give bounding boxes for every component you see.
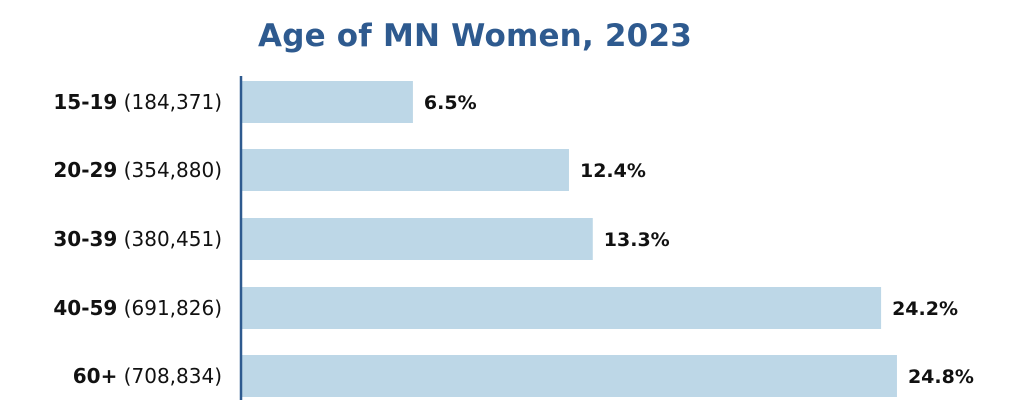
category-label: 30-39 (380,451) bbox=[53, 227, 222, 251]
category-label: 60+ (708,834) bbox=[73, 364, 222, 388]
value-label: 12.4% bbox=[580, 160, 646, 182]
category-label: 20-29 (354,880) bbox=[53, 158, 222, 182]
bar-30-39 bbox=[241, 218, 593, 260]
value-label: 6.5% bbox=[424, 92, 477, 114]
bar-20-29 bbox=[241, 149, 569, 191]
category-label: 15-19 (184,371) bbox=[53, 90, 222, 114]
value-label: 24.8% bbox=[908, 366, 974, 388]
category-label: 40-59 (691,826) bbox=[53, 296, 222, 320]
bar-15-19 bbox=[241, 81, 413, 123]
chart-title: Age of MN Women, 2023 bbox=[258, 18, 692, 54]
bar-40-59 bbox=[241, 287, 882, 329]
bar-60+ bbox=[241, 355, 897, 397]
value-label: 24.2% bbox=[892, 298, 958, 320]
value-label: 13.3% bbox=[604, 229, 670, 251]
